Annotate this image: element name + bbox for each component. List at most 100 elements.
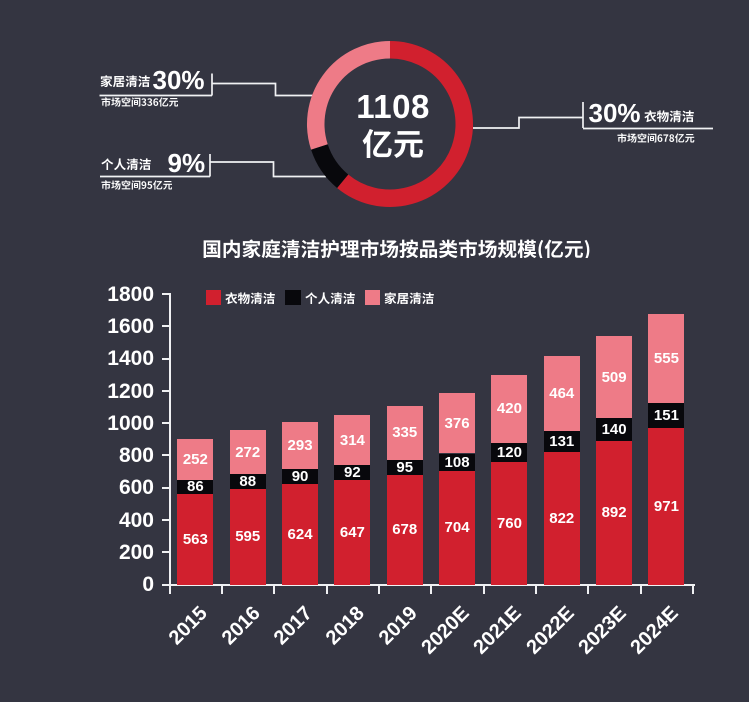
x-axis-tick-2 <box>273 586 276 594</box>
bar-2021E-series-2 <box>491 374 528 443</box>
donut-segment-2 <box>337 41 473 207</box>
y-axis-tick-200 <box>161 551 170 554</box>
y-axis-label-1200: 1200 <box>107 379 154 403</box>
bar-2023E-series-2 <box>596 335 633 418</box>
y-axis-label-400: 400 <box>118 508 154 532</box>
bar-2019-series-0 <box>386 475 423 585</box>
y-axis-label-200: 200 <box>118 541 154 564</box>
bar-2018-series-2 <box>334 414 371 466</box>
x-axis-tick-4 <box>377 586 380 594</box>
bar-chart-title <box>202 238 591 259</box>
y-axis-tick-1600 <box>161 325 170 328</box>
bar-2017-series-1 <box>282 469 319 484</box>
y-axis-label-1400: 1400 <box>107 347 154 371</box>
bar-2020E-series-2 <box>439 392 476 454</box>
bar-label-2022E-series-2: 464 <box>549 384 575 402</box>
bar-chart-title-text <box>202 238 591 259</box>
bar-label-2021E-series-0: 760 <box>496 514 522 532</box>
bar-2022E-series-0 <box>543 451 580 585</box>
bar-2016-series-1 <box>229 474 266 489</box>
bar-label-2017-series-0: 624 <box>287 525 313 543</box>
x-axis-tick-8 <box>587 586 590 594</box>
bar-2021E-series-0 <box>491 461 528 585</box>
x-axis-tick-5 <box>430 586 433 594</box>
bar-label-2016-series-1: 88 <box>239 473 257 491</box>
bar-label-2024E-series-0: 971 <box>653 497 679 515</box>
bar-2018-series-1 <box>334 465 371 481</box>
bar-label-2017-series-1: 90 <box>291 468 309 486</box>
y-axis-tick-1200 <box>161 389 170 392</box>
bar-label-2018-series-0: 647 <box>339 523 365 541</box>
bar-label-2024E-series-1: 151 <box>653 407 679 425</box>
legend-swatch-2 <box>364 289 381 306</box>
connector-clothes-cleaning <box>473 102 713 130</box>
callout-clothes-cleaning-label <box>644 110 694 123</box>
bar-label-2017-series-2: 293 <box>287 437 313 455</box>
bar-label-2022E-series-0: 822 <box>549 509 575 527</box>
bar-label-2020E-series-1: 108 <box>444 453 470 471</box>
bar-2020E-series-0 <box>439 470 476 585</box>
y-axis-line <box>169 292 172 587</box>
callout-home-cleaning-percent: 30% <box>152 64 205 95</box>
bar-2016-series-2 <box>229 430 266 475</box>
y-axis-tick-800 <box>161 454 170 457</box>
bar-label-2015-series-1: 86 <box>187 478 204 496</box>
bar-2017-series-0 <box>282 483 319 585</box>
legend-label-2 <box>384 291 435 305</box>
bar-label-2021E-series-2: 420 <box>496 400 522 418</box>
donut-chart <box>307 41 473 207</box>
bar-label-2015-series-0: 563 <box>182 530 208 548</box>
bar-label-2024E-series-2: 555 <box>653 350 679 368</box>
legend-swatch-0 <box>205 289 222 306</box>
donut-total-value: 1108 <box>356 87 430 125</box>
bar-label-2018-series-2: 314 <box>339 431 365 449</box>
bar-2021E-series-1 <box>491 442 528 462</box>
donut-segment-0 <box>307 41 391 150</box>
x-axis-line <box>169 584 695 586</box>
y-axis-label-0: 0 <box>142 573 154 597</box>
bar-label-2019-series-0: 678 <box>392 521 418 539</box>
connector-home-cleaning <box>99 73 313 97</box>
bar-label-2021E-series-1: 120 <box>496 443 522 461</box>
y-axis-label-600: 600 <box>118 476 154 500</box>
y-axis-tick-1400 <box>161 357 170 360</box>
legend-swatch-1 <box>285 289 301 306</box>
bar-2024E-series-2 <box>648 313 685 404</box>
infographic: 1108 30% 9% 30% 0 200 400 600 800 1000 1200 140… <box>99 41 713 659</box>
callout-home-cleaning-note <box>100 96 179 107</box>
y-axis-label-800: 800 <box>118 444 154 468</box>
callout-home-cleaning-label <box>100 74 150 88</box>
bar-label-2015-series-2: 252 <box>182 451 208 469</box>
connector-personal-cleaning <box>100 154 326 178</box>
bar-2022E-series-2 <box>543 355 580 431</box>
bar-2023E-series-0 <box>596 440 633 585</box>
x-axis-tick-6 <box>482 586 485 594</box>
bar-label-2020E-series-2: 376 <box>444 414 470 432</box>
x-axis-tick-7 <box>534 586 537 594</box>
y-axis-label-1800: 1800 <box>107 282 154 306</box>
bar-2015-series-1 <box>177 479 214 494</box>
x-axis-tick-3 <box>325 586 328 594</box>
x-axis-tick-1 <box>220 586 223 594</box>
bar-label-2022E-series-1: 131 <box>549 432 575 450</box>
x-axis-tick-9 <box>639 586 642 594</box>
bar-2018-series-0 <box>334 480 371 585</box>
bar-label-2016-series-0: 595 <box>235 528 261 546</box>
y-axis-label-1600: 1600 <box>107 314 154 338</box>
legend-label-0 <box>225 291 275 305</box>
y-axis-tick-0 <box>161 583 170 586</box>
bar-2019-series-2 <box>386 405 423 460</box>
bar-label-2016-series-2: 272 <box>235 443 261 461</box>
donut-total-unit <box>362 128 424 159</box>
bar-2024E-series-0 <box>648 427 685 585</box>
callout-clothes-cleaning-note <box>617 133 695 143</box>
callout-personal-cleaning-percent: 9% <box>167 148 206 178</box>
bar-2023E-series-1 <box>596 417 633 441</box>
x-axis-tick-0 <box>168 586 171 594</box>
x-axis-tick-10 <box>692 586 694 594</box>
bar-label-2019-series-1: 95 <box>396 459 414 477</box>
callout-personal-cleaning-label <box>100 157 151 171</box>
donut-segment-1 <box>311 143 349 188</box>
bar-label-2020E-series-0: 704 <box>444 519 470 537</box>
bar-label-2023E-series-1: 140 <box>601 420 627 438</box>
